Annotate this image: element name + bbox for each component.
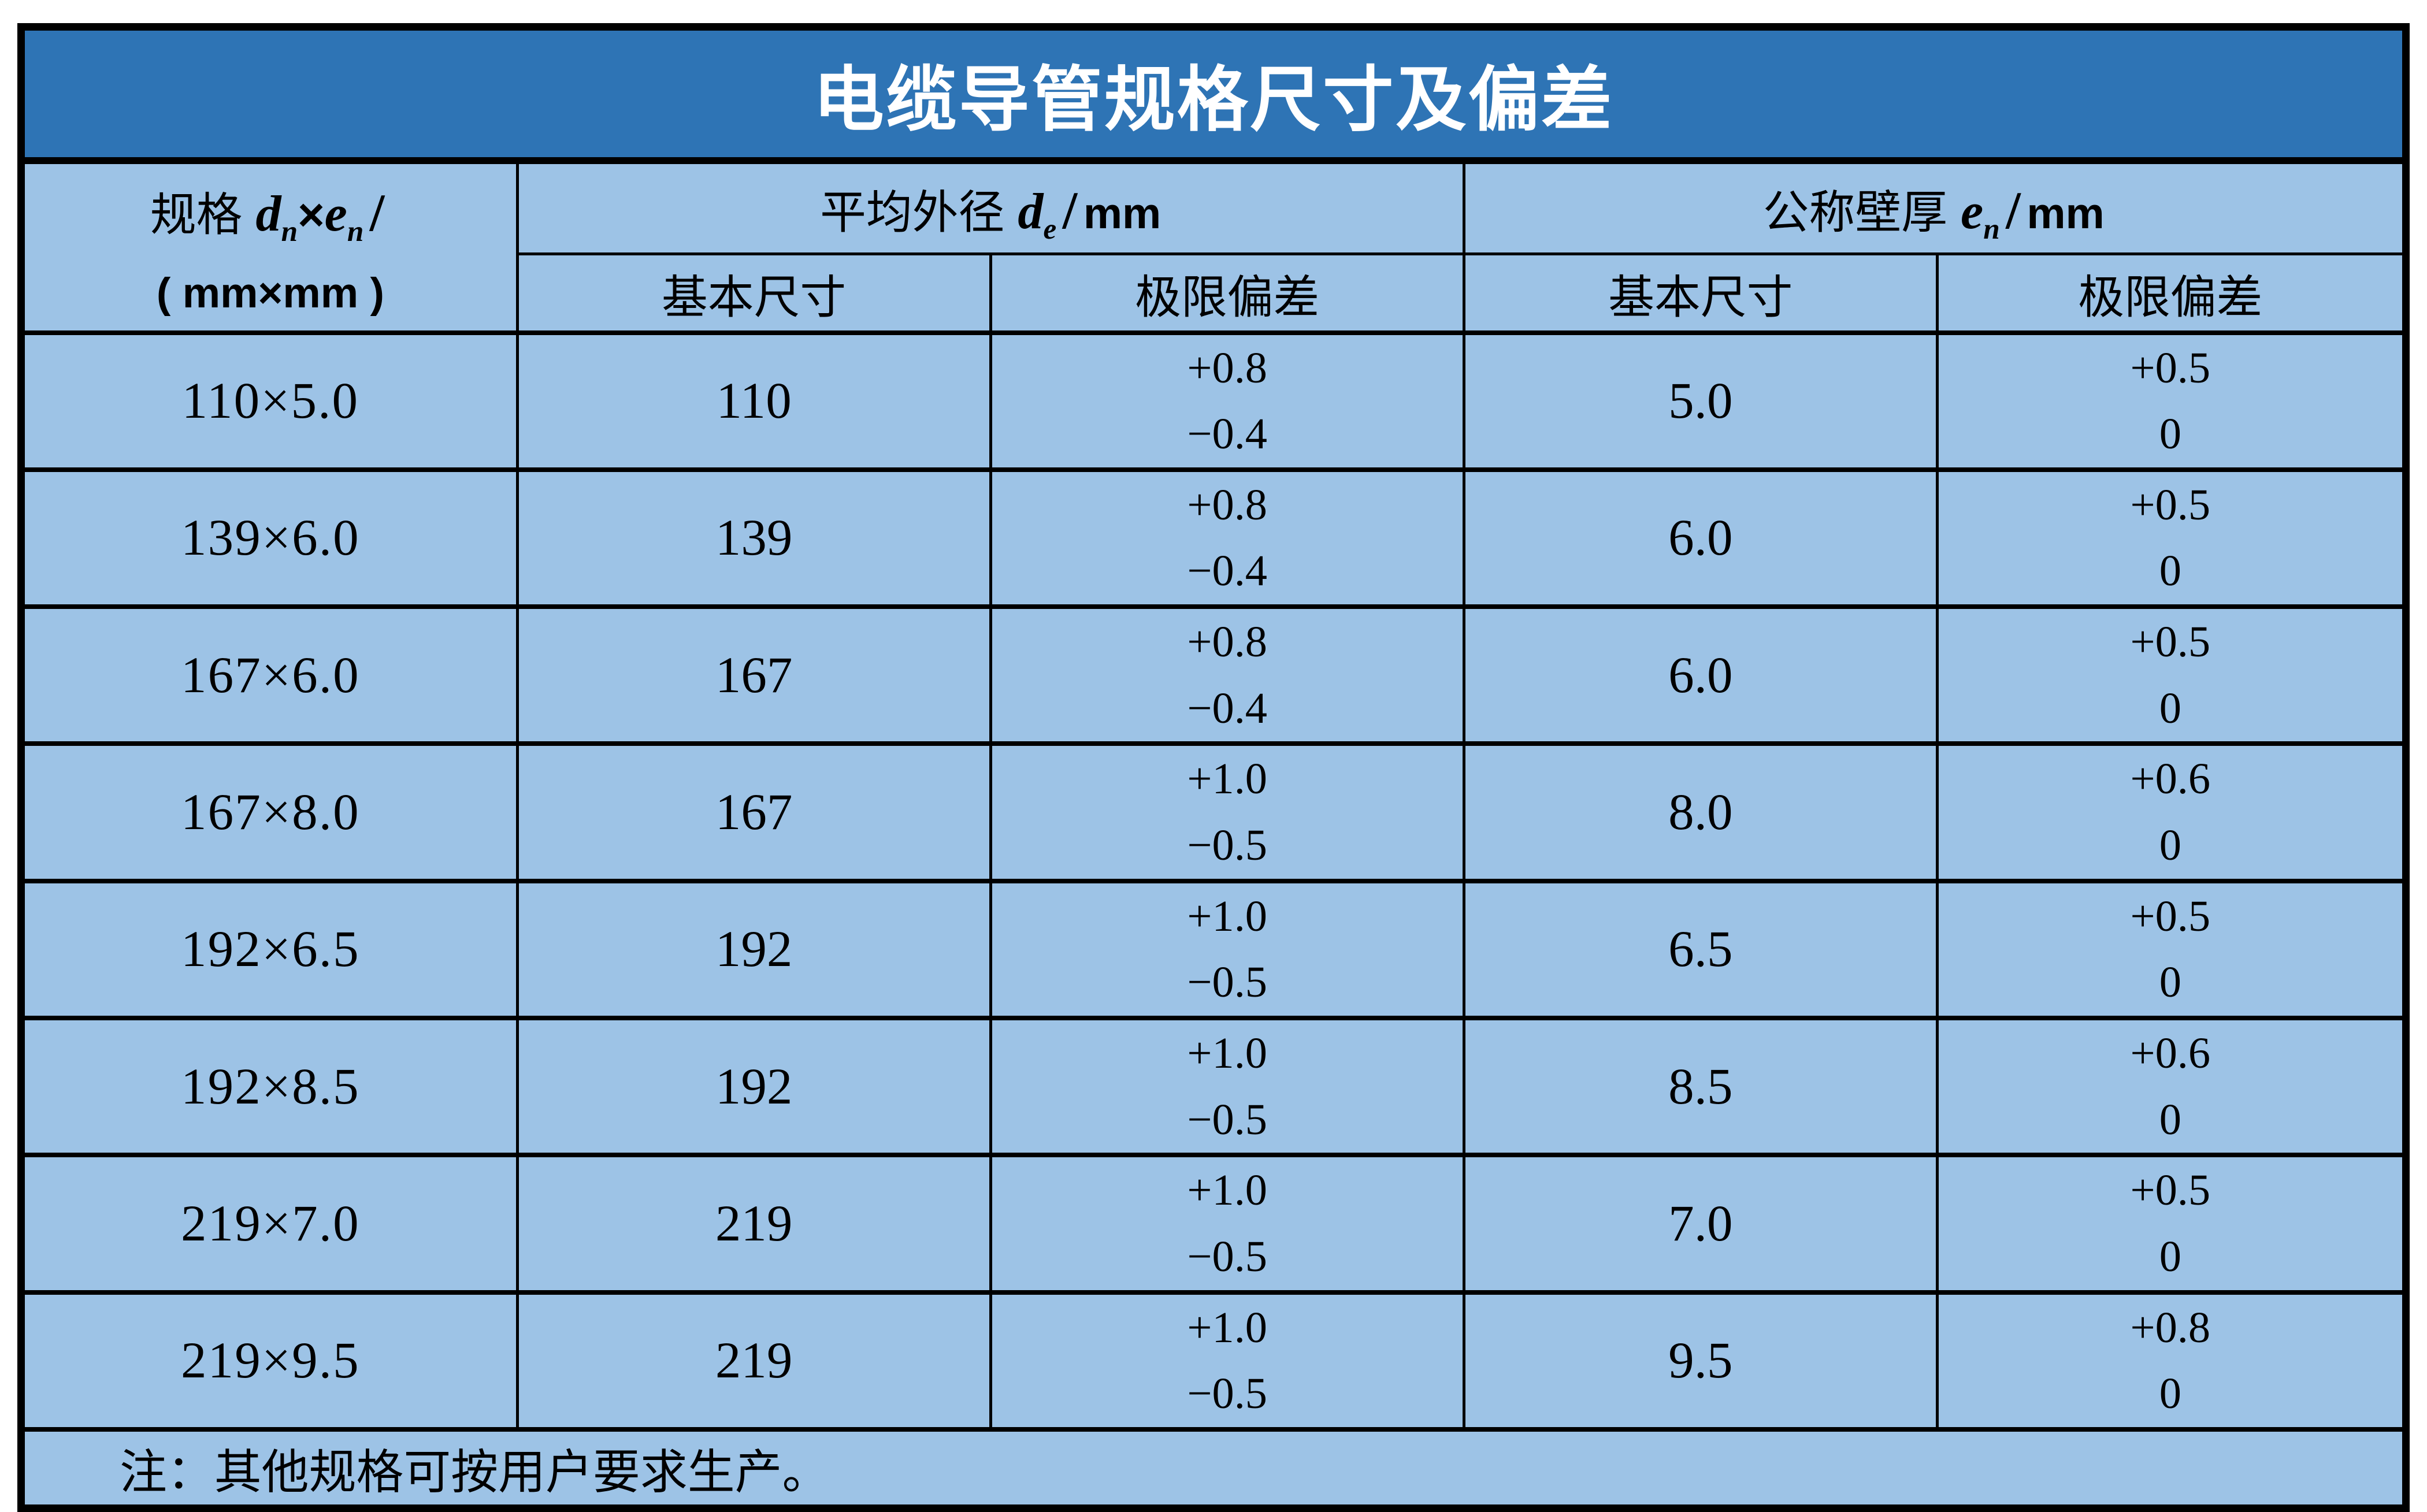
deviation-upper: +0.5 [1939,883,2402,950]
od-basic-cell: 139 [517,470,990,607]
deviation-lower: −0.5 [992,949,1463,1016]
deviation-upper: +1.0 [992,1020,1463,1087]
deviation-upper: +1.0 [992,746,1463,812]
table-note: 注：其他规格可按用户要求生产。 [21,1429,2406,1508]
note-row: 注：其他规格可按用户要求生产。 [21,1429,2406,1508]
deviation-upper: +0.8 [1939,1295,2402,1361]
deviation-lower: 0 [1939,401,2402,467]
deviation-upper: +0.8 [992,609,1463,675]
deviation-lower: 0 [1939,538,2402,604]
deviation-lower: −0.5 [992,812,1463,879]
deviation-upper: +0.5 [1939,472,2402,538]
od-deviation-cell: +1.0−0.5 [990,744,1464,881]
od-basic-cell: 192 [517,1018,990,1155]
deviation-upper: +0.8 [992,472,1463,538]
od-basic-cell: 219 [517,1155,990,1292]
wt-basic-cell: 9.5 [1464,1292,1937,1429]
od-basic-cell: 192 [517,881,990,1018]
subheader-od-basic: 基本尺寸 [517,254,990,332]
wt-basic-cell: 6.5 [1464,881,1937,1018]
deviation-upper: +1.0 [992,1295,1463,1361]
wt-basic-cell: 5.0 [1464,333,1937,470]
od-deviation-cell: +0.8−0.4 [990,607,1464,744]
wt-basic-cell: 7.0 [1464,1155,1937,1292]
deviation-lower: 0 [1939,675,2402,742]
deviation-upper: +0.5 [1939,609,2402,675]
od-basic-cell: 110 [517,333,990,470]
deviation-lower: −0.4 [992,538,1463,604]
deviation-lower: 0 [1939,812,2402,879]
spec-cell: 219×9.5 [21,1292,517,1429]
deviation-lower: −0.4 [992,675,1463,742]
spec-cell: 167×8.0 [21,744,517,881]
subheader-wt-deviation: 极限偏差 [1937,254,2406,332]
deviation-lower: −0.4 [992,401,1463,467]
deviation-upper: +0.6 [1939,1020,2402,1087]
spec-cell: 139×6.0 [21,470,517,607]
deviation-lower: −0.5 [992,1087,1463,1153]
spec-cell: 219×7.0 [21,1155,517,1292]
deviation-upper: +0.5 [1939,335,2402,402]
deviation-lower: 0 [1939,1087,2402,1153]
od-deviation-cell: +1.0−0.5 [990,1292,1464,1429]
title-row: 电缆导管规格尺寸及偏差 [21,27,2406,160]
deviation-upper: +1.0 [992,1157,1463,1224]
deviation-lower: 0 [1939,1224,2402,1290]
deviation-lower: 0 [1939,949,2402,1016]
deviation-upper: +0.5 [1939,1157,2402,1224]
spec-cell: 110×5.0 [21,333,517,470]
page-title: 电缆导管规格尺寸及偏差 [21,27,2406,160]
deviation-lower: −0.5 [992,1361,1463,1427]
spec-cell: 192×6.5 [21,881,517,1018]
spec-cell: 167×6.0 [21,607,517,744]
od-basic-cell: 167 [517,744,990,881]
deviation-upper: +0.6 [1939,746,2402,812]
subheader-od-deviation: 极限偏差 [990,254,1464,332]
deviation-lower: 0 [1939,1361,2402,1427]
od-basic-cell: 219 [517,1292,990,1429]
deviation-upper: +0.8 [992,335,1463,402]
spec-header-unit: ( mm×mm ) [25,268,515,317]
wt-basic-cell: 8.0 [1464,744,1937,881]
wt-basic-cell: 6.0 [1464,470,1937,607]
wt-basic-cell: 8.5 [1464,1018,1937,1155]
spec-cell: 192×8.5 [21,1018,517,1155]
od-deviation-cell: +0.8−0.4 [990,333,1464,470]
od-deviation-cell: +1.0−0.5 [990,1155,1464,1292]
wt-basic-cell: 6.0 [1464,607,1937,744]
deviation-lower: −0.5 [992,1224,1463,1290]
od-deviation-cell: +1.0−0.5 [990,881,1464,1018]
od-basic-cell: 167 [517,607,990,744]
deviation-upper: +1.0 [992,883,1463,950]
od-deviation-cell: +0.8−0.4 [990,470,1464,607]
od-deviation-cell: +1.0−0.5 [990,1018,1464,1155]
subheader-wt-basic: 基本尺寸 [1464,254,1937,332]
